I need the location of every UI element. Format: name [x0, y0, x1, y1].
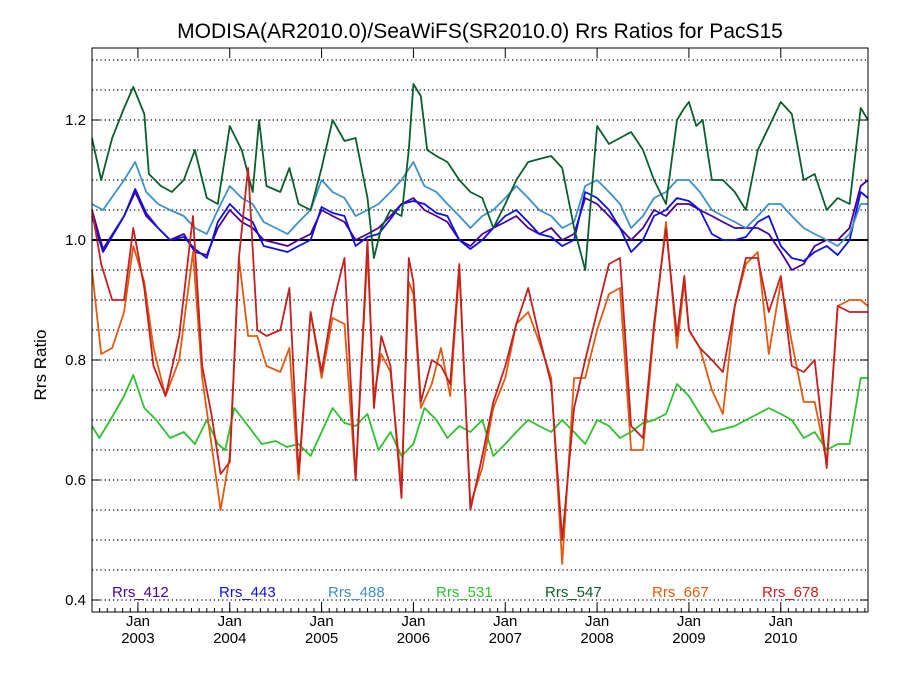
x-tick-year: 2010	[764, 630, 797, 647]
legend-entry-Rrs_443: Rrs_443	[219, 584, 276, 601]
x-tick-year: 2005	[305, 630, 338, 647]
x-tick-month: Jan	[218, 613, 242, 630]
series-line-Rrs_531	[91, 374, 868, 457]
x-tick-month: Jan	[585, 613, 609, 630]
x-tick-month: Jan	[493, 613, 517, 630]
x-tick-year: 2003	[121, 630, 154, 647]
y-tick-label: 0.8	[65, 352, 86, 369]
legend-entry-Rrs_531: Rrs_531	[436, 584, 493, 601]
series-line-Rrs_488	[91, 161, 868, 247]
x-tick-year: 2004	[213, 630, 246, 647]
series-line-Rrs_412	[91, 179, 869, 271]
y-tick-label: 1.0	[65, 232, 86, 249]
legend-entry-Rrs_412: Rrs_412	[112, 584, 169, 601]
gridlines	[92, 59, 868, 601]
legend-entry-Rrs_488: Rrs_488	[328, 584, 385, 601]
x-tick-month: Jan	[401, 613, 425, 630]
series-line-Rrs_667	[91, 221, 869, 565]
legend-entry-Rrs_678: Rrs_678	[762, 584, 819, 601]
series-line-Rrs_678	[91, 167, 868, 541]
x-tick-month: Jan	[126, 613, 150, 630]
x-tick-year: 2008	[580, 630, 613, 647]
legend-entry-Rrs_547: Rrs_547	[545, 584, 602, 601]
series-lines	[91, 83, 869, 565]
chart-title: MODISA(AR2010.0)/SeaWiFS(SR2010.0) Rrs R…	[177, 20, 783, 43]
legend: Rrs_412 Rrs_443 Rrs_488 Rrs_531 Rrs_547 Rrs_6…	[112, 584, 819, 601]
axis-ticks: 0.40.60.81.01.2Jan2003Jan2004Jan2005Jan2…	[65, 48, 868, 647]
y-tick-label: 0.6	[65, 472, 86, 489]
legend-entry-Rrs_667: Rrs_667	[652, 584, 709, 601]
x-tick-year: 2006	[397, 630, 430, 647]
y-tick-label: 0.4	[65, 592, 86, 609]
x-tick-month: Jan	[677, 613, 701, 630]
x-tick-year: 2007	[489, 630, 522, 647]
x-tick-month: Jan	[309, 613, 333, 630]
y-axis-label: Rrs Ratio	[31, 330, 50, 401]
series-line-Rrs_443	[91, 188, 869, 262]
x-tick-month: Jan	[769, 613, 793, 630]
y-tick-label: 1.2	[65, 112, 86, 129]
series-line-Rrs_547	[91, 83, 869, 271]
plot-frame	[91, 47, 869, 613]
x-tick-year: 2009	[672, 630, 705, 647]
